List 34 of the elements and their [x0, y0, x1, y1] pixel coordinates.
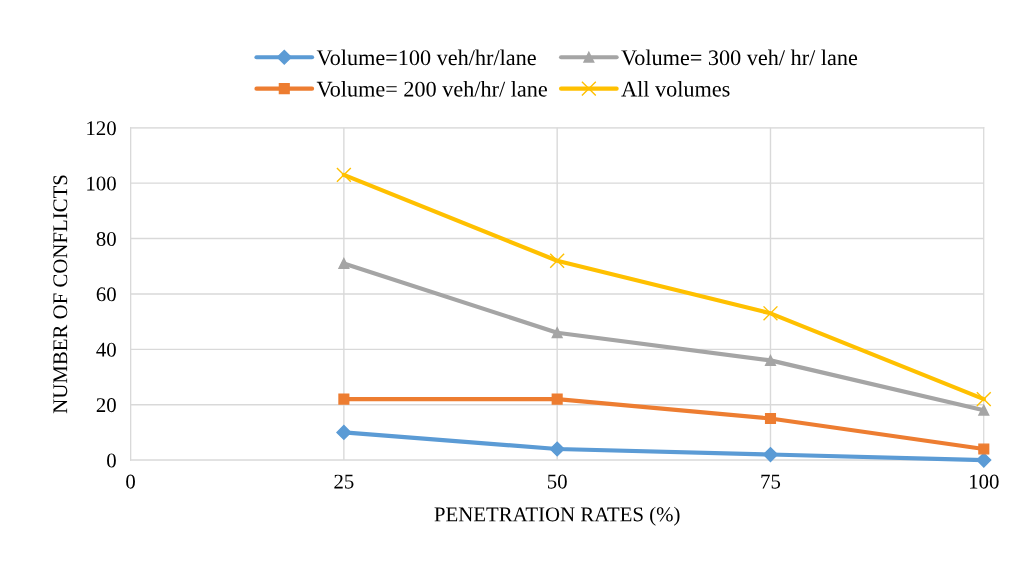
x-tick-label: 75: [761, 474, 781, 489]
point: [338, 257, 350, 270]
point: [551, 393, 563, 405]
point: [976, 452, 992, 468]
x-tick-label: 100: [970, 474, 999, 489]
point: [762, 305, 779, 321]
point: [338, 393, 350, 405]
legend-label: Volume= 200 veh/hr/ lane: [316, 81, 547, 97]
legend-label: Volume=100 veh/hr/lane: [316, 49, 536, 66]
point: [764, 412, 777, 425]
point: [764, 354, 777, 366]
y-tick-label: 20: [96, 398, 116, 413]
y-tick-label: 40: [96, 342, 116, 357]
y-tick-label: 60: [96, 287, 116, 302]
point: [976, 391, 992, 407]
y-tick-label: 120: [87, 121, 116, 136]
y-tick-label: 80: [96, 231, 116, 246]
x-tick-label: 25: [334, 474, 354, 489]
point: [549, 253, 565, 269]
point: [978, 443, 990, 455]
point: [551, 327, 563, 339]
y-tick-label: 0: [107, 453, 116, 468]
x-axis-title: PENETRATION RATES (%): [434, 506, 680, 526]
point: [978, 404, 990, 416]
point: [336, 424, 352, 440]
point: [762, 446, 779, 463]
y-axis-title: NUMBER OF CONFLICTS: [53, 175, 68, 414]
point: [549, 441, 565, 457]
point: [336, 167, 352, 183]
x-tick-label: 50: [547, 474, 567, 489]
x-tick-label: 0: [126, 474, 135, 489]
legend-label: Volume= 300 veh/ hr/ lane: [621, 49, 858, 66]
y-tick-label: 100: [87, 176, 116, 191]
legend-label: All volumes: [621, 81, 730, 97]
